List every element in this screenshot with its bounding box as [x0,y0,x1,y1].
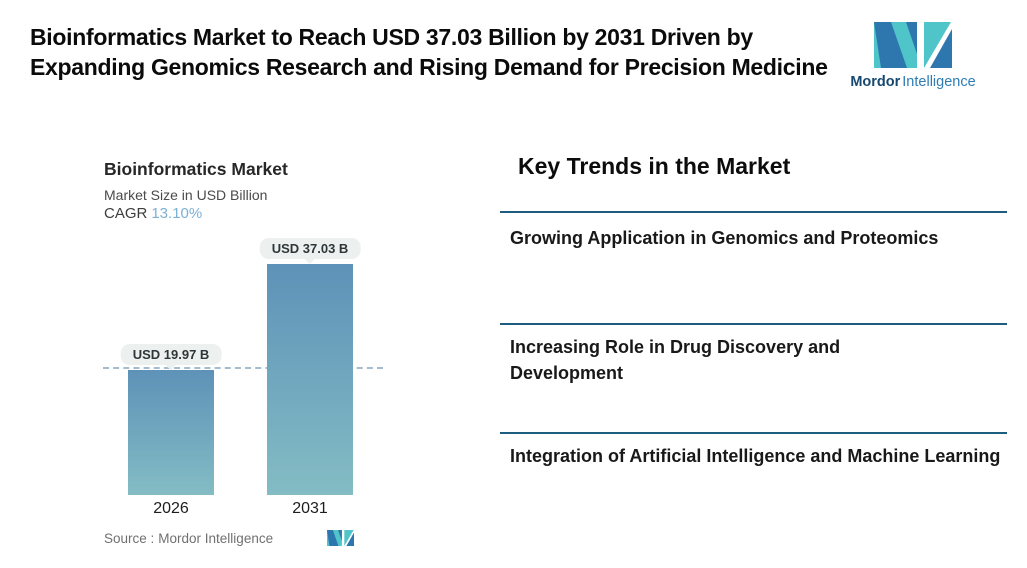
bar-value-label: USD 37.03 B [271,241,349,256]
bar-value-label: USD 19.97 B [132,347,210,362]
trend-item: Increasing Role in Drug Discovery and De… [510,337,841,383]
bar-plot: USD 19.97 B USD 37.03 B 2026 2031 [103,238,383,517]
x-axis-label: 2031 [292,500,328,517]
mordor-mi-monogram-icon [874,22,952,68]
page-title: Bioinformatics Market to Reach USD 37.03… [30,24,828,80]
source-value: Mordor Intelligence [158,531,274,546]
source-attribution: Source : Mordor Intelligence [104,531,277,546]
mordor-intelligence-logo: Mordor Intelligence [848,18,978,90]
cagr-label: CAGR [104,205,148,222]
brand-name-light: Intelligence [902,74,976,90]
trends-heading: Key Trends in the Market [518,153,791,179]
trend-divider [500,211,1007,213]
bar [128,370,214,495]
x-axis-label: 2026 [153,500,189,517]
trend-item: Integration of Artificial Intelligence a… [510,446,1001,466]
chart-subtitle: Market Size in USD Billion [104,187,268,203]
bar-callout: USD 19.97 B [120,344,222,365]
trend-item: Growing Application in Genomics and Prot… [510,228,939,248]
bar-callout: USD 37.03 B [259,238,361,259]
source-label: Source : [104,531,155,546]
mordor-mi-monogram-icon-small [327,530,354,546]
chart-cagr: CAGR 13.10% [104,205,202,222]
trend-divider [500,432,1007,434]
trend-divider [500,323,1007,325]
bar [267,264,353,495]
brand-wordmark: Mordor Intelligence [848,74,978,90]
cagr-value: 13.10% [151,205,203,222]
brand-name-bold: Mordor [850,74,901,90]
chart-title: Bioinformatics Market [104,159,288,179]
reference-dashed-line [103,367,383,369]
